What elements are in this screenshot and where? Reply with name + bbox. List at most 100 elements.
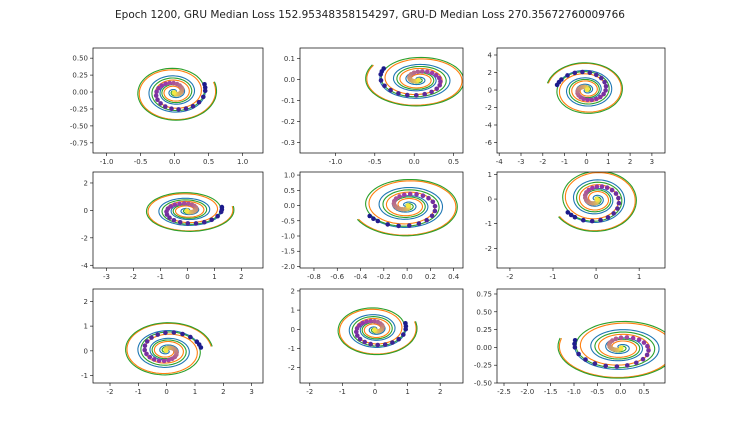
observation-point <box>172 90 177 95</box>
ground-truth-line <box>574 329 660 370</box>
x-tick-label: 1 <box>193 388 197 396</box>
y-tick-label: -1.0 <box>281 233 295 241</box>
observation-point <box>169 106 174 111</box>
observation-point <box>599 75 604 81</box>
observation-point <box>587 70 593 75</box>
x-tick-label: -1.5 <box>544 388 558 396</box>
observation-point <box>641 340 647 345</box>
x-tick-label: 0 <box>584 158 588 166</box>
observation-point <box>171 80 176 86</box>
observation-point <box>426 195 431 201</box>
observation-point <box>438 79 443 84</box>
observation-point <box>601 91 606 97</box>
subplot-2-3: -2 -1 0 1 1 0 -1 -2 <box>485 171 666 281</box>
observation-point <box>367 213 373 219</box>
observation-point <box>585 97 590 103</box>
observation-point <box>171 330 177 335</box>
x-tick-label: -0.8 <box>307 273 321 281</box>
ground-truth-line <box>348 314 407 348</box>
y-tick-label: -1.5 <box>281 248 295 256</box>
grud-prediction-line <box>558 172 637 232</box>
axes-frame <box>92 171 264 269</box>
observation-point <box>580 69 585 75</box>
observation-point <box>604 185 610 190</box>
observation-point <box>590 185 595 191</box>
observation-point <box>645 343 650 349</box>
x-tick-label: -3 <box>518 158 525 166</box>
y-tick-label: -0.2 <box>281 118 295 126</box>
observation-point <box>407 191 413 197</box>
observation-point <box>159 83 164 88</box>
y-tick-label: -2.0 <box>281 263 295 271</box>
y-tick-label: -1 <box>485 220 492 228</box>
x-tick-label: -0.4 <box>354 273 368 281</box>
observation-point <box>368 341 374 347</box>
ground-truth-line <box>158 197 223 226</box>
observation-point <box>142 347 147 353</box>
axes-frame <box>496 288 666 384</box>
x-tick-label: 0.0 <box>409 158 420 166</box>
observation-point <box>589 97 595 103</box>
observation-point <box>572 338 578 343</box>
observation-point <box>168 204 174 209</box>
observation-point <box>414 191 419 197</box>
observation-point <box>589 218 595 224</box>
observation-point <box>630 335 636 341</box>
y-tick-label: 0.0 <box>284 76 295 84</box>
observation-point <box>603 84 609 89</box>
x-tick-label: 3 <box>650 158 654 166</box>
observation-point <box>616 200 622 206</box>
observation-point <box>163 104 168 109</box>
x-tick-label: 1 <box>606 158 610 166</box>
observation-point <box>414 93 419 98</box>
observation-point <box>432 208 438 214</box>
observation-point <box>434 86 440 92</box>
y-tick-label: 0.00 <box>476 344 492 352</box>
subplot-2-1: -3 -2 -1 0 1 2 2 0 -2 -4 <box>81 171 264 281</box>
observation-point <box>378 72 384 77</box>
subplot-1-1: -1.0 -0.5 0.0 0.5 1.0 0.50 0.25 0.00 -0.25 -0.50 -… <box>70 47 264 166</box>
observation-point <box>598 217 603 223</box>
y-tick-label: 0.00 <box>72 89 88 97</box>
observation-point <box>429 213 435 219</box>
y-tick-label: -2 <box>485 245 492 253</box>
x-tick-label: -1.0 <box>329 158 343 166</box>
x-tick-label: 0.0 <box>169 158 180 166</box>
observation-point <box>576 351 581 357</box>
y-tick-label: -0.1 <box>281 97 295 105</box>
observation-point <box>190 103 196 109</box>
observation-point <box>422 91 428 97</box>
observation-point <box>396 336 402 342</box>
y-tick-label: 1 <box>84 323 88 331</box>
x-tick-label: 1 <box>637 273 641 281</box>
observation-point <box>158 101 163 106</box>
observation-point <box>163 348 169 354</box>
x-tick-label: -4 <box>496 158 504 166</box>
observation-point <box>185 221 191 226</box>
x-tick-label: 0.0 <box>615 388 626 396</box>
x-tick-label: 3 <box>249 388 253 396</box>
plot-area <box>137 67 218 121</box>
x-tick-label: -1 <box>135 388 142 396</box>
axes-frame <box>496 171 666 269</box>
observation-point <box>433 72 439 78</box>
observation-point <box>602 79 607 85</box>
observation-point <box>618 335 624 341</box>
observation-point <box>644 352 650 358</box>
observation-point <box>565 210 571 215</box>
observation-point <box>424 217 430 223</box>
observation-point <box>396 223 401 229</box>
observation-point <box>568 212 574 218</box>
y-tick-label: 2 <box>488 69 492 77</box>
ground-truth-line <box>379 63 451 99</box>
observation-point <box>581 217 586 223</box>
observation-point <box>186 201 191 207</box>
observation-point <box>382 342 388 347</box>
observation-point <box>156 358 162 364</box>
x-tick-label: -1.0 <box>100 158 114 166</box>
x-tick-label: 0 <box>185 273 189 281</box>
y-tick-label: 0 <box>84 207 88 215</box>
observation-point <box>149 335 154 340</box>
observation-point <box>194 339 200 345</box>
observation-point <box>429 70 435 76</box>
